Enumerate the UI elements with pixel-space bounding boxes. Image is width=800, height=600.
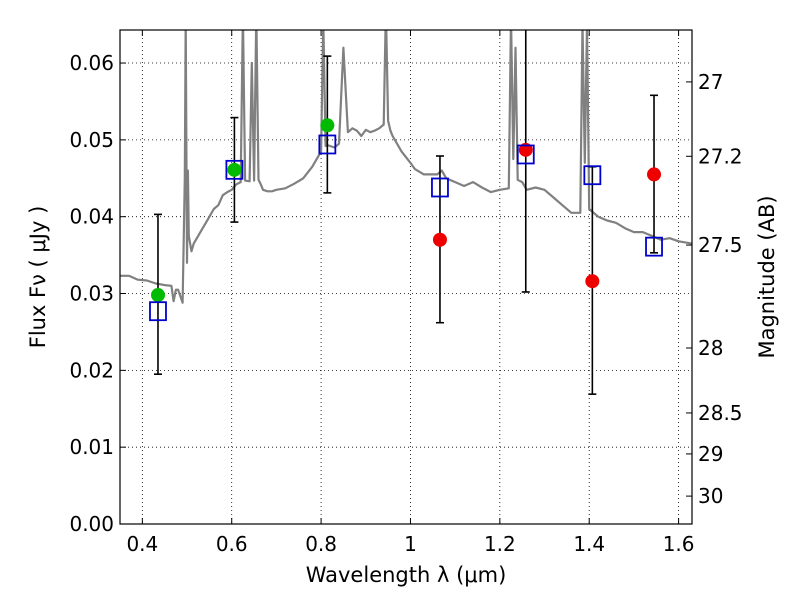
data-point <box>150 288 165 303</box>
x-tick-label: 0.4 <box>126 532 158 556</box>
marker-layer <box>149 118 663 322</box>
x-axis: 0.4 0.6 0.8 1 1.2 1.4 1.6 <box>126 30 695 556</box>
data-point <box>647 167 662 182</box>
x-tick-label: 1.6 <box>663 532 695 556</box>
y2-tick-label: 28.5 <box>698 401 743 425</box>
y-tick-label: 0.04 <box>69 205 114 229</box>
data-point <box>585 274 600 289</box>
model-point <box>583 165 602 186</box>
y-axis: 0.00 0.01 0.02 0.03 0.04 0.05 0.06 <box>69 51 126 536</box>
y-tick-label: 0.06 <box>69 51 114 75</box>
x-tick-label: 1.4 <box>573 532 605 556</box>
y2-tick-label: 27.2 <box>698 144 743 168</box>
y-tick-label: 0.01 <box>69 435 114 459</box>
y-tick-label: 0.03 <box>69 282 114 306</box>
model-point <box>645 236 663 257</box>
data-point <box>320 118 335 133</box>
y-tick-label: 0.02 <box>69 358 114 382</box>
y2-tick-label: 27.5 <box>698 233 743 257</box>
spectrum-layer <box>120 30 692 304</box>
data-point <box>227 162 242 177</box>
model-point <box>149 301 167 322</box>
x-tick-label: 1 <box>404 532 417 556</box>
x-tick-label: 1.2 <box>484 532 516 556</box>
y-axis-label: Flux Fν ( μJy ) <box>26 206 50 349</box>
data-point <box>432 232 447 247</box>
y2-tick-label: 29 <box>698 442 723 466</box>
x-axis-label: Wavelength λ (μm) <box>306 563 507 587</box>
y2-axis-label: Magnitude (AB) <box>755 195 779 358</box>
x-tick-label: 0.6 <box>216 532 248 556</box>
model-point <box>318 134 337 155</box>
y2-tick-label: 28 <box>698 336 723 360</box>
y-tick-label: 0.05 <box>69 128 114 152</box>
x-tick-label: 0.8 <box>305 532 337 556</box>
model-point <box>225 159 244 180</box>
model-point <box>431 177 449 198</box>
plot-area <box>120 30 692 524</box>
y2-axis: 27 27.2 27.5 28 28.5 29 30 <box>686 70 743 508</box>
y-tick-label: 0.00 <box>69 512 114 536</box>
y2-tick-label: 27 <box>698 70 723 94</box>
y2-tick-label: 30 <box>698 484 723 508</box>
model-point <box>516 144 535 165</box>
plot-frame <box>119 29 693 525</box>
plot-content <box>120 30 692 395</box>
model-spectrum-line <box>120 30 692 304</box>
